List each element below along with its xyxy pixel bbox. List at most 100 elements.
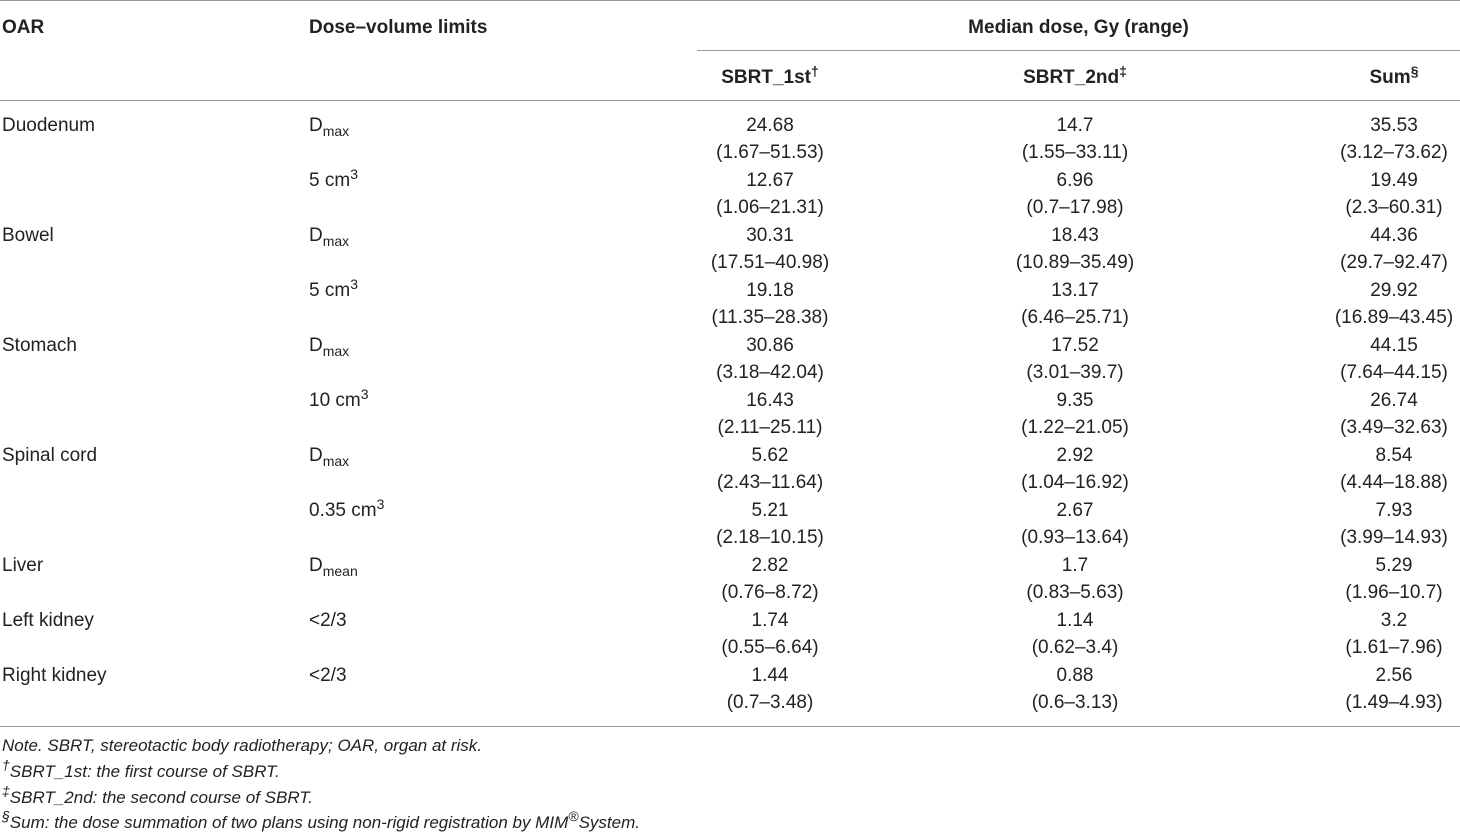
sbrt-2nd-range: (3.01–39.7)	[1026, 362, 1124, 383]
oar-name: Spinal cord	[2, 445, 98, 466]
note-sbrt-1st: †SBRT_1st: the first course of SBRT.	[2, 758, 280, 783]
limit-text: <2/3	[309, 610, 347, 631]
sum-range: (1.96–10.7)	[1345, 582, 1443, 603]
sbrt-1st-range: (1.67–51.53)	[716, 142, 824, 163]
double-dagger-mark: ‡	[2, 783, 10, 799]
limit-subscript: max	[322, 343, 350, 359]
header-dose-volume-limits: Dose–volume limits	[309, 17, 488, 38]
dose-volume-limit: Dmax	[309, 222, 349, 249]
sum-range: (1.49–4.93)	[1345, 692, 1443, 713]
sbrt-1st-median: 1.44	[751, 665, 789, 686]
header-sum-label: Sum	[1369, 67, 1411, 88]
limit-text: 5 cm	[309, 280, 351, 301]
sum-median: 2.56	[1375, 665, 1413, 686]
sbrt-2nd-median: 14.7	[1056, 115, 1094, 136]
sbrt-2nd-range: (0.6–3.13)	[1031, 692, 1119, 713]
dose-volume-limit: <2/3	[309, 607, 347, 634]
sbrt-2nd-range: (1.04–16.92)	[1021, 472, 1129, 493]
limit-text: 10 cm	[309, 390, 361, 411]
sbrt-1st-median: 5.62	[751, 445, 789, 466]
limit-text: D	[309, 335, 323, 356]
sbrt-2nd-median: 6.96	[1056, 170, 1094, 191]
sbrt-1st-range: (1.06–21.31)	[716, 197, 824, 218]
sbrt-2nd-range: (0.62–3.4)	[1031, 637, 1119, 658]
sbrt-1st-median: 12.67	[746, 170, 794, 191]
sbrt-2nd-range: (6.46–25.71)	[1021, 307, 1129, 328]
sum-range: (7.64–44.15)	[1340, 362, 1448, 383]
sum-range: (16.89–43.45)	[1334, 307, 1454, 328]
sbrt-1st-median: 30.31	[746, 225, 794, 246]
table-bottom-rule	[0, 726, 1460, 727]
sum-range: (1.61–7.96)	[1345, 637, 1443, 658]
oar-name: Liver	[2, 555, 44, 576]
sbrt-1st-range: (3.18–42.04)	[716, 362, 824, 383]
sum-range: (3.49–32.63)	[1340, 417, 1448, 438]
note-sbrt-2nd-text: SBRT_2nd: the second course of SBRT.	[9, 788, 313, 807]
sbrt-2nd-range: (0.7–17.98)	[1026, 197, 1124, 218]
header-sum: Sum§	[1274, 64, 1460, 91]
sbrt-2nd-range: (10.89–35.49)	[1015, 252, 1135, 273]
limit-text: 0.35 cm	[309, 500, 377, 521]
sbrt-2nd-range: (1.55–33.11)	[1021, 142, 1129, 163]
sbrt-1st-range: (2.11–25.11)	[717, 417, 823, 438]
sbrt-1st-range: (0.76–8.72)	[721, 582, 819, 603]
limit-text: D	[309, 115, 323, 136]
sbrt-2nd-median: 1.14	[1056, 610, 1094, 631]
limit-text: D	[309, 555, 323, 576]
limit-subscript: max	[322, 123, 350, 139]
sbrt-1st-range: (17.51–40.98)	[710, 252, 830, 273]
limit-text: 5 cm	[309, 170, 351, 191]
dose-volume-limit: <2/3	[309, 662, 347, 689]
header-sbrt-1st: SBRT_1st†	[650, 64, 890, 91]
dose-volume-limit: Dmax	[309, 332, 349, 359]
header-bottom-rule	[0, 100, 1460, 101]
limit-text: <2/3	[309, 665, 347, 686]
sbrt-1st-median: 24.68	[746, 115, 794, 136]
sbrt-1st-range: (2.18–10.15)	[716, 527, 824, 548]
sum-median: 35.53	[1370, 115, 1418, 136]
sum-median: 44.15	[1370, 335, 1418, 356]
sum-range: (3.12–73.62)	[1340, 142, 1448, 163]
limit-subscript: max	[322, 453, 350, 469]
section-mark: §	[2, 808, 10, 824]
oar-name: Stomach	[2, 335, 77, 356]
limit-superscript: 3	[360, 386, 369, 402]
limit-superscript: 3	[376, 496, 385, 512]
sbrt-2nd-range: (1.22–21.05)	[1021, 417, 1129, 438]
section-mark: §	[1410, 63, 1419, 79]
sum-median: 26.74	[1370, 390, 1418, 411]
sbrt-2nd-median: 9.35	[1056, 390, 1094, 411]
sbrt-1st-median: 30.86	[746, 335, 794, 356]
header-median-dose: Median dose, Gy (range)	[968, 17, 1189, 38]
sum-range: (29.7–92.47)	[1340, 252, 1448, 273]
oar-name: Left kidney	[2, 610, 94, 631]
dose-volume-limit: 5 cm3	[309, 277, 358, 304]
note-sum: §Sum: the dose summation of two plans us…	[2, 809, 640, 834]
sbrt-1st-range: (0.55–6.64)	[721, 637, 819, 658]
header-oar: OAR	[2, 17, 45, 38]
limit-superscript: 3	[350, 166, 358, 182]
sum-median: 44.36	[1370, 225, 1418, 246]
sum-median: 19.49	[1370, 170, 1418, 191]
dagger-mark: †	[2, 757, 10, 773]
sbrt-1st-median: 19.18	[746, 280, 794, 301]
sum-median: 3.2	[1380, 610, 1408, 631]
sbrt-2nd-range: (0.83–5.63)	[1026, 582, 1124, 603]
note-abbreviations: Note. SBRT, stereotactic body radiothera…	[2, 736, 483, 755]
sum-range: (3.99–14.93)	[1340, 527, 1448, 548]
header-sbrt-2nd: SBRT_2nd‡	[955, 64, 1195, 91]
sbrt-2nd-range: (0.93–13.64)	[1021, 527, 1129, 548]
dagger-mark: †	[810, 63, 819, 79]
sbrt-1st-range: (2.43–11.64)	[716, 472, 824, 493]
limit-text: D	[309, 225, 323, 246]
sum-median: 5.29	[1375, 555, 1413, 576]
dose-volume-limit: Dmean	[309, 552, 358, 579]
sum-median: 29.92	[1370, 280, 1418, 301]
double-dagger-mark: ‡	[1119, 63, 1127, 79]
header-sbrt-2nd-label: SBRT_2nd	[1023, 67, 1120, 88]
sbrt-2nd-median: 0.88	[1056, 665, 1094, 686]
sbrt-2nd-median: 2.92	[1056, 445, 1094, 466]
sum-range: (2.3–60.31)	[1345, 197, 1443, 218]
oar-name: Right kidney	[2, 665, 107, 686]
sbrt-2nd-median: 2.67	[1056, 500, 1094, 521]
